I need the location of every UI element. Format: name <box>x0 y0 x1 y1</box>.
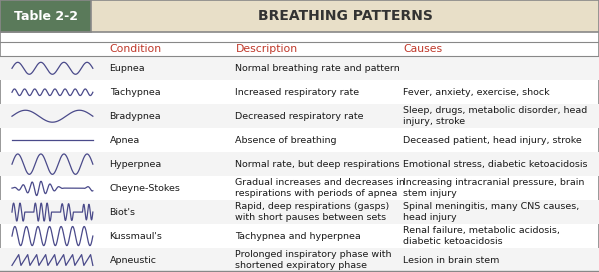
Text: Normal breathing rate and pattern: Normal breathing rate and pattern <box>235 64 400 73</box>
Text: Causes: Causes <box>403 44 442 54</box>
Text: BREATHING PATTERNS: BREATHING PATTERNS <box>258 9 432 23</box>
Text: Condition: Condition <box>110 44 162 54</box>
Text: Absence of breathing: Absence of breathing <box>235 136 337 145</box>
Bar <box>0 0 599 32</box>
Text: Spinal meningitis, many CNS causes,
head injury: Spinal meningitis, many CNS causes, head… <box>403 202 579 222</box>
Bar <box>0 200 599 224</box>
Text: Fever, anxiety, exercise, shock: Fever, anxiety, exercise, shock <box>403 88 550 97</box>
Text: Kussmaul's: Kussmaul's <box>110 231 162 240</box>
Text: Eupnea: Eupnea <box>110 64 145 73</box>
Text: Increasing intracranial pressure, brain
stem injury: Increasing intracranial pressure, brain … <box>403 178 585 198</box>
Text: Rapid, deep respirations (gasps)
with short pauses between sets: Rapid, deep respirations (gasps) with sh… <box>235 202 390 222</box>
Bar <box>0 152 599 176</box>
Text: Renal failure, metabolic acidosis,
diabetic ketoacidosis: Renal failure, metabolic acidosis, diabe… <box>403 226 560 246</box>
Text: Hyperpnea: Hyperpnea <box>110 160 162 169</box>
Bar <box>0 56 599 80</box>
Text: Description: Description <box>235 44 298 54</box>
Text: Tachypnea: Tachypnea <box>110 88 161 97</box>
Text: Apneustic: Apneustic <box>110 255 156 264</box>
Text: Sleep, drugs, metabolic disorder, head
injury, stroke: Sleep, drugs, metabolic disorder, head i… <box>403 106 588 126</box>
Text: Prolonged inspiratory phase with
shortened expiratory phase: Prolonged inspiratory phase with shorten… <box>235 250 392 270</box>
Bar <box>0 248 599 272</box>
Bar <box>0 0 91 32</box>
Text: Lesion in brain stem: Lesion in brain stem <box>403 255 500 264</box>
Text: Emotional stress, diabetic ketoacidosis: Emotional stress, diabetic ketoacidosis <box>403 160 588 169</box>
Text: Deceased patient, head injury, stroke: Deceased patient, head injury, stroke <box>403 136 582 145</box>
Text: Increased respiratory rate: Increased respiratory rate <box>235 88 359 97</box>
Text: Decreased respiratory rate: Decreased respiratory rate <box>235 112 364 121</box>
Text: Cheyne-Stokes: Cheyne-Stokes <box>110 184 180 193</box>
Text: Tachypnea and hyperpnea: Tachypnea and hyperpnea <box>235 231 361 240</box>
Text: Table 2-2: Table 2-2 <box>14 10 77 23</box>
Text: Gradual increases and decreases in
respirations with periods of apnea: Gradual increases and decreases in respi… <box>235 178 406 198</box>
Text: Normal rate, but deep respirations: Normal rate, but deep respirations <box>235 160 400 169</box>
Text: Bradypnea: Bradypnea <box>110 112 161 121</box>
Bar <box>0 104 599 128</box>
Text: Apnea: Apnea <box>110 136 140 145</box>
Text: Biot's: Biot's <box>110 208 135 217</box>
